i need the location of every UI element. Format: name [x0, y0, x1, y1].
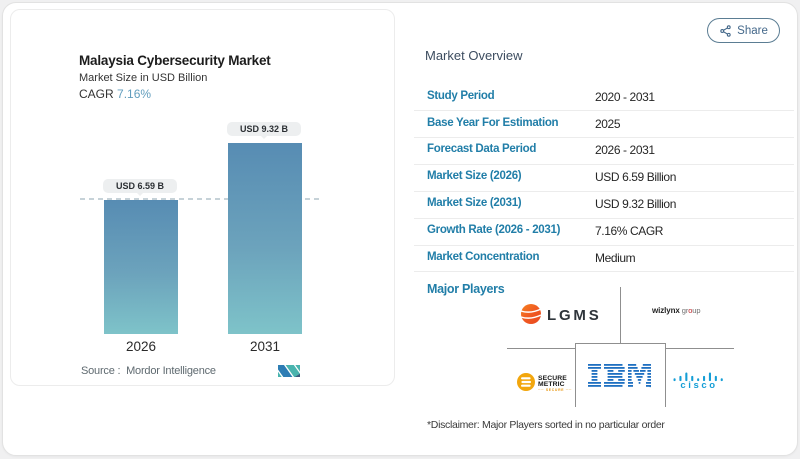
svg-text:cisco: cisco: [680, 380, 717, 390]
